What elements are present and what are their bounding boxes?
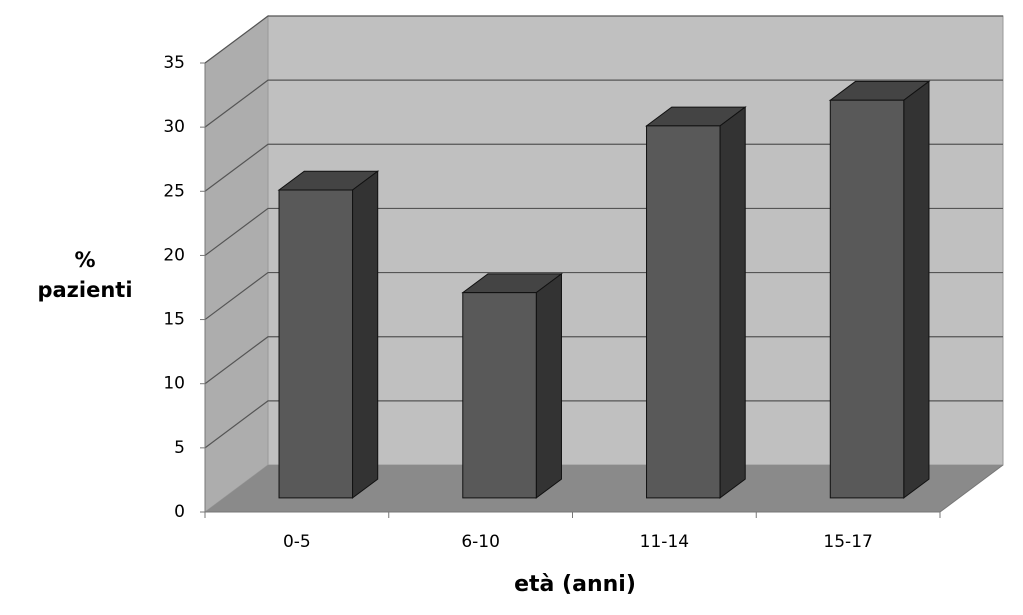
bar	[462, 292, 537, 499]
bar	[829, 99, 905, 499]
y-tick-label: 20	[163, 245, 185, 265]
grid-line	[204, 207, 1003, 256]
grid-line	[204, 79, 1003, 128]
bar-side	[352, 170, 379, 499]
grid-line	[204, 336, 1003, 385]
y-axis-label: % pazienti	[37, 248, 133, 302]
grid-line	[204, 15, 1003, 64]
y-tick-label: 10	[163, 374, 185, 394]
y-tick-label: 25	[163, 181, 185, 201]
floor	[205, 465, 1003, 512]
x-tick-label: 15-17	[823, 532, 872, 552]
bar-side	[535, 272, 562, 499]
bar	[646, 125, 721, 499]
grid-line	[204, 143, 1003, 192]
grid-line	[204, 400, 1003, 449]
x-tick-label: 6-10	[461, 532, 500, 552]
grid-line	[204, 271, 1003, 321]
bar	[278, 189, 354, 499]
bar-side	[719, 106, 746, 499]
x-tick-label: 0-5	[283, 532, 311, 552]
y-tick-label: 15	[163, 310, 185, 330]
x-axis-label: età (anni)	[514, 572, 636, 597]
x-tick-label: 11-14	[640, 532, 689, 552]
y-tick-label: 0	[174, 502, 185, 522]
side-wall	[204, 15, 269, 513]
floor-edge	[939, 464, 1004, 513]
bar-side	[903, 80, 930, 499]
y-tick-label: 5	[174, 438, 185, 458]
y-tick-label: 35	[163, 53, 185, 73]
y-tick-label: 30	[163, 117, 185, 137]
